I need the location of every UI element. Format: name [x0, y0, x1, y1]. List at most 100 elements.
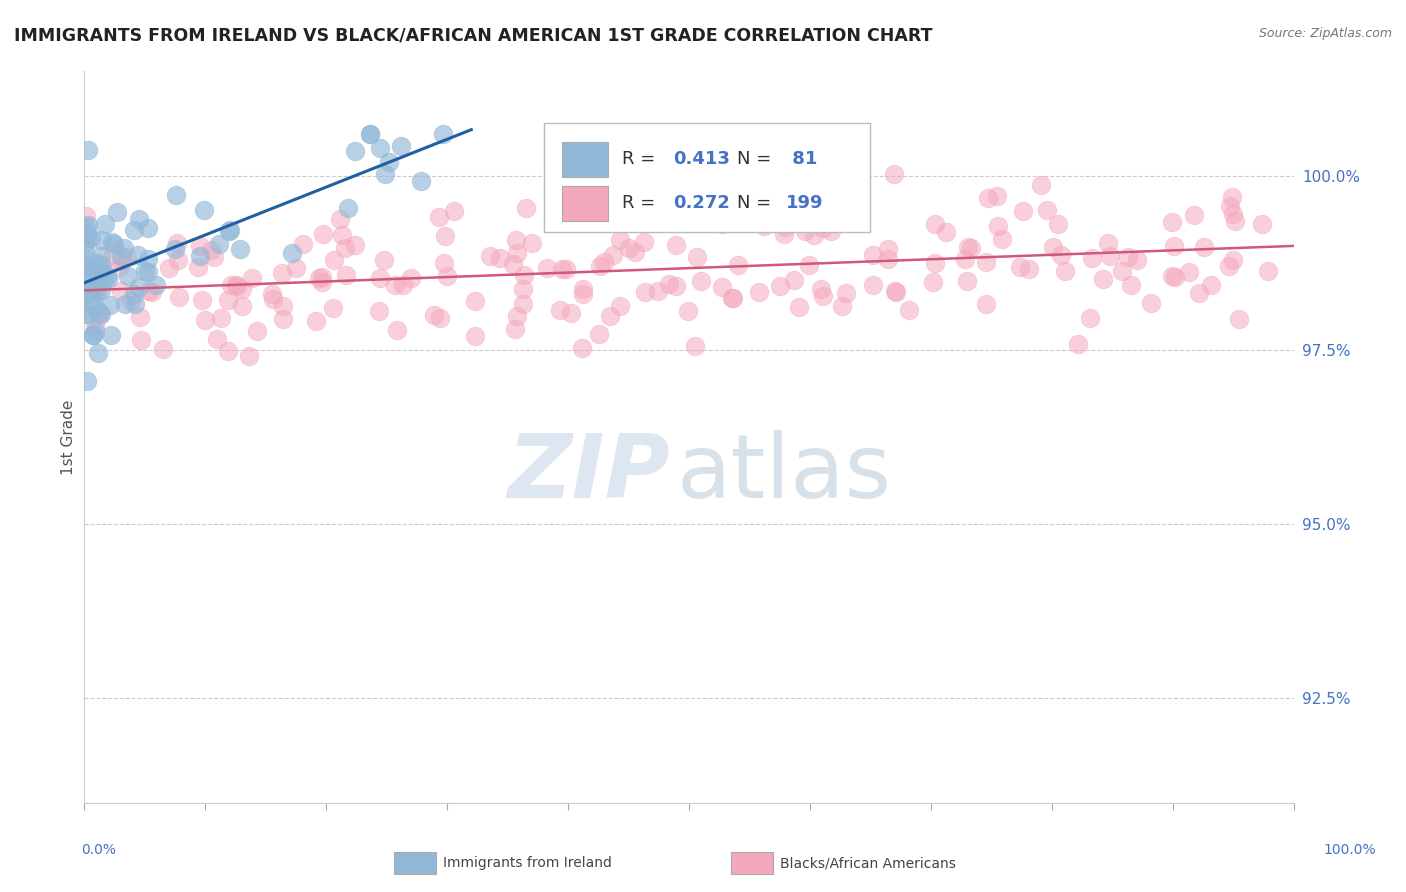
Point — [389, 139, 412, 153]
Point — [572, 287, 595, 301]
Text: ZIP: ZIP — [508, 430, 671, 517]
Point — [217, 293, 239, 307]
Point — [108, 261, 131, 276]
Point — [711, 217, 734, 231]
Text: 0.272: 0.272 — [673, 194, 730, 212]
Point — [75, 286, 97, 301]
Point — [647, 284, 669, 298]
Point — [77, 219, 100, 233]
Point — [862, 248, 884, 262]
Point — [218, 223, 240, 237]
Text: 0.0%: 0.0% — [82, 843, 115, 857]
Point — [506, 246, 529, 260]
Point — [187, 260, 209, 274]
Point — [76, 260, 98, 274]
Point — [976, 254, 998, 268]
Point — [225, 277, 247, 292]
Point — [1178, 265, 1201, 279]
Point — [262, 286, 284, 301]
Point — [924, 217, 946, 231]
Point — [322, 253, 344, 268]
Point — [238, 349, 260, 363]
Point — [974, 297, 997, 311]
Point — [811, 289, 834, 303]
Point — [434, 228, 457, 243]
Point — [90, 307, 112, 321]
Point — [80, 281, 103, 295]
Point — [157, 261, 180, 276]
Text: N =: N = — [737, 194, 778, 212]
Point — [333, 241, 356, 255]
Point — [955, 274, 977, 288]
Point — [127, 248, 149, 262]
Point — [79, 231, 101, 245]
Point — [1116, 251, 1139, 265]
Point — [427, 210, 450, 224]
Point — [987, 219, 1010, 233]
Point — [877, 242, 900, 256]
Point — [721, 292, 744, 306]
Point — [513, 268, 536, 282]
Point — [1035, 203, 1057, 218]
Point — [359, 127, 381, 141]
Point — [93, 273, 115, 287]
Point — [166, 236, 188, 251]
Point — [84, 318, 107, 333]
Point — [370, 271, 392, 285]
Point — [512, 297, 534, 311]
Point — [343, 238, 366, 252]
Point — [922, 275, 945, 289]
Text: atlas: atlas — [676, 430, 891, 517]
Bar — [544, 122, 870, 232]
Text: IMMIGRANTS FROM IRELAND VS BLACK/AFRICAN AMERICAN 1ST GRADE CORRELATION CHART: IMMIGRANTS FROM IRELAND VS BLACK/AFRICAN… — [14, 27, 932, 45]
Point — [105, 204, 128, 219]
Point — [664, 237, 686, 252]
Point — [810, 282, 832, 296]
Point — [120, 293, 142, 308]
Point — [100, 298, 122, 312]
Point — [114, 297, 136, 311]
Point — [96, 268, 118, 283]
Point — [678, 304, 700, 318]
Point — [560, 306, 582, 320]
Point — [429, 311, 451, 326]
Point — [1042, 240, 1064, 254]
Point — [167, 290, 190, 304]
Point — [194, 313, 217, 327]
Point — [77, 307, 100, 321]
Point — [1188, 285, 1211, 300]
Point — [551, 262, 574, 277]
Point — [1199, 278, 1222, 293]
Point — [773, 220, 796, 235]
Point — [134, 264, 156, 278]
Point — [862, 277, 884, 292]
Point — [658, 277, 681, 292]
Point — [548, 303, 571, 318]
Point — [433, 255, 456, 269]
Point — [793, 224, 815, 238]
Point — [336, 201, 359, 215]
Point — [76, 227, 98, 241]
Point — [1164, 270, 1187, 285]
Point — [167, 252, 190, 267]
Point — [505, 233, 527, 247]
Point — [76, 374, 98, 388]
Text: 0.413: 0.413 — [673, 150, 730, 168]
Point — [122, 287, 145, 301]
Point — [686, 250, 709, 264]
Point — [789, 189, 811, 203]
Point — [571, 282, 593, 296]
Point — [797, 259, 820, 273]
Point — [359, 127, 381, 141]
Point — [571, 341, 593, 355]
Point — [633, 235, 655, 249]
Point — [262, 292, 284, 306]
Point — [136, 265, 159, 279]
Point — [1049, 248, 1071, 262]
Point — [506, 309, 529, 323]
Text: 81: 81 — [786, 150, 817, 168]
Point — [87, 304, 110, 318]
Bar — [562, 186, 607, 221]
Point — [1054, 264, 1077, 278]
Point — [94, 217, 117, 231]
